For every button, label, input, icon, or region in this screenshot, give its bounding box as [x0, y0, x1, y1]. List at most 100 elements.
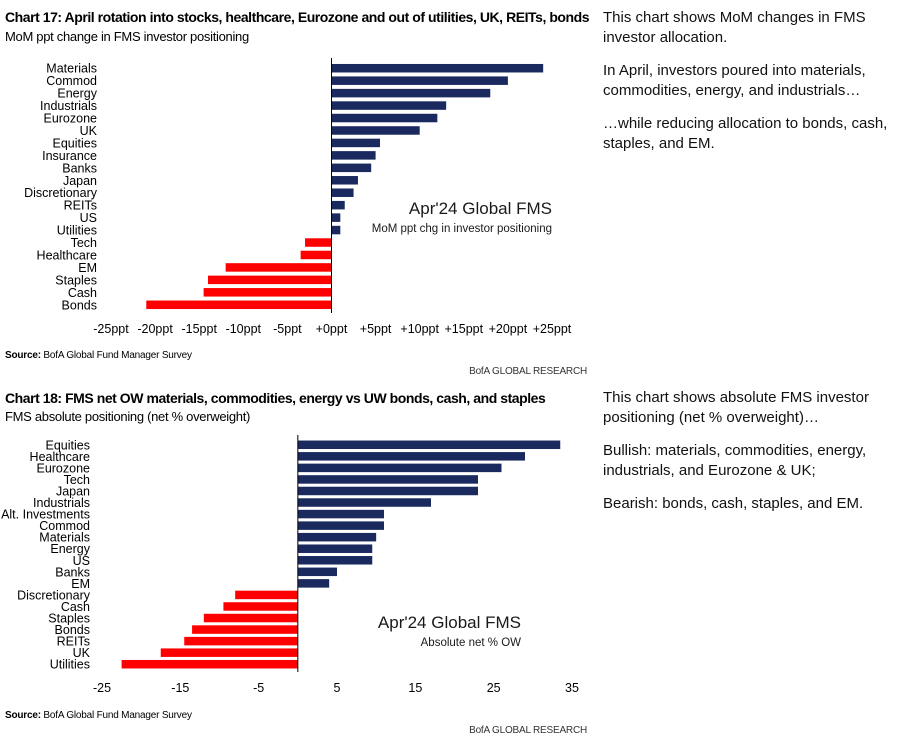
category-label: Utilities	[50, 658, 90, 672]
category-label: Commod	[39, 519, 90, 533]
bar-cash	[223, 602, 298, 611]
category-label: Bonds	[62, 298, 97, 312]
bar-insurance	[331, 151, 376, 160]
category-label: Commod	[46, 74, 97, 88]
category-label: Eurozone	[36, 461, 90, 475]
category-label: Industrials	[40, 99, 97, 113]
bar-japan	[297, 486, 478, 496]
annotation-title: Apr'24 Global FMS	[378, 613, 521, 632]
category-label: Materials	[39, 531, 90, 545]
bar-materials	[331, 63, 544, 73]
chart-source: Source: BofA Global Fund Manager Survey	[5, 350, 192, 361]
x-tick-label: +10ppt	[400, 322, 439, 336]
annotation-title: Apr'24 Global FMS	[409, 199, 552, 218]
category-label: Banks	[55, 565, 90, 579]
category-label: Bonds	[55, 623, 90, 637]
category-label: Cash	[61, 600, 90, 614]
category-label: Japan	[63, 174, 97, 188]
bar-utilities	[331, 225, 341, 235]
category-label: Cash	[68, 286, 97, 300]
bar-staples	[203, 613, 298, 623]
x-tick-label: +20ppt	[489, 322, 528, 336]
category-label: Alt. Investments	[1, 508, 90, 522]
brand-label: BofA GLOBAL RESEARCH	[469, 366, 587, 377]
category-label: Industrials	[33, 496, 90, 510]
bar-discretionary	[331, 188, 354, 197]
bar-banks	[331, 163, 372, 173]
category-label: Insurance	[42, 149, 97, 163]
bar-banks	[297, 567, 337, 577]
category-label: Materials	[46, 62, 97, 76]
source-text: BofA Global Fund Manager Survey	[40, 350, 192, 361]
category-label: Equities	[46, 438, 90, 452]
x-tick-label: -10ppt	[226, 322, 262, 336]
bar-industrials	[331, 101, 447, 110]
bar-uk	[331, 126, 420, 135]
category-label: Tech	[64, 473, 90, 487]
bar-healthcare	[300, 250, 332, 260]
x-tick-label: +15ppt	[445, 322, 484, 336]
category-label: Healthcare	[30, 450, 90, 464]
bar-reits	[184, 636, 298, 646]
x-tick-label: -15	[171, 681, 189, 695]
bar-reits	[331, 200, 345, 210]
x-tick-label: -5ppt	[273, 322, 302, 336]
category-label: Banks	[62, 161, 97, 175]
bar-discretionary	[235, 590, 298, 600]
category-label: US	[80, 211, 97, 225]
bar-materials	[297, 532, 377, 542]
bar-tech	[297, 475, 478, 484]
category-label: Utilities	[57, 224, 97, 238]
category-label: Japan	[56, 484, 90, 498]
bar-em	[225, 263, 332, 272]
bar-alt-investments	[297, 509, 384, 519]
category-label: Staples	[55, 273, 97, 287]
chart-17-plot: MaterialsCommodEnergyIndustrialsEurozone…	[24, 58, 572, 336]
note-paragraph: Bearish: bonds, cash, staples, and EM.	[603, 495, 864, 512]
x-tick-label: 35	[565, 681, 579, 695]
x-tick-label: 25	[487, 681, 501, 695]
bar-energy	[331, 88, 491, 98]
chart-subtitle: FMS absolute positioning (net % overweig…	[5, 409, 251, 424]
x-tick-label: 15	[408, 681, 422, 695]
source-label: Source:	[5, 350, 41, 361]
chart-source: Source: BofA Global Fund Manager Survey	[5, 710, 192, 721]
category-label: REITs	[57, 635, 90, 649]
note-paragraph: This chart shows MoM changes in FMS inve…	[603, 9, 866, 46]
source-text: BofA Global Fund Manager Survey	[40, 710, 192, 721]
bar-commod	[331, 76, 508, 85]
chart-title: Chart 18: FMS net OW materials, commodit…	[5, 390, 546, 406]
bar-staples	[208, 275, 332, 285]
category-label: Tech	[71, 236, 97, 250]
chart-18-commentary: This chart shows absolute FMS investor p…	[603, 388, 888, 527]
x-tick-label: +25ppt	[533, 322, 572, 336]
note-paragraph: Bullish: materials, commodities, energy,…	[603, 442, 867, 479]
category-label: Equities	[53, 136, 97, 150]
bar-us	[331, 213, 341, 222]
bar-energy	[297, 544, 373, 553]
annotation-subtitle: Absolute net % OW	[421, 637, 521, 649]
bar-em	[297, 579, 330, 588]
bar-industrials	[297, 498, 431, 507]
note-paragraph: …while reducing allocation to bonds, cas…	[603, 115, 888, 152]
note-paragraph: This chart shows absolute FMS investor p…	[603, 389, 869, 426]
x-tick-label: -25	[93, 681, 111, 695]
category-label: Eurozone	[43, 112, 97, 126]
x-tick-label: +0ppt	[316, 322, 348, 336]
chart-17-panel: Chart 17: April rotation into stocks, he…	[0, 0, 590, 380]
category-label: EM	[78, 261, 97, 275]
category-label: UK	[73, 646, 91, 660]
category-label: Energy	[57, 87, 97, 101]
bar-eurozone	[297, 463, 502, 473]
bar-equities	[297, 440, 561, 450]
x-tick-label: +5ppt	[360, 322, 392, 336]
chart-17-commentary: This chart shows MoM changes in FMS inve…	[603, 8, 888, 167]
chart-title: Chart 17: April rotation into stocks, he…	[5, 9, 590, 25]
bar-cash	[203, 288, 332, 297]
bar-bonds	[192, 625, 298, 634]
category-label: Healthcare	[37, 248, 97, 262]
brand-label: BofA GLOBAL RESEARCH	[469, 725, 587, 736]
chart-18-plot: EquitiesHealthcareEurozoneTechJapanIndus…	[1, 435, 579, 695]
bar-tech	[305, 238, 332, 247]
bar-eurozone	[331, 113, 438, 123]
